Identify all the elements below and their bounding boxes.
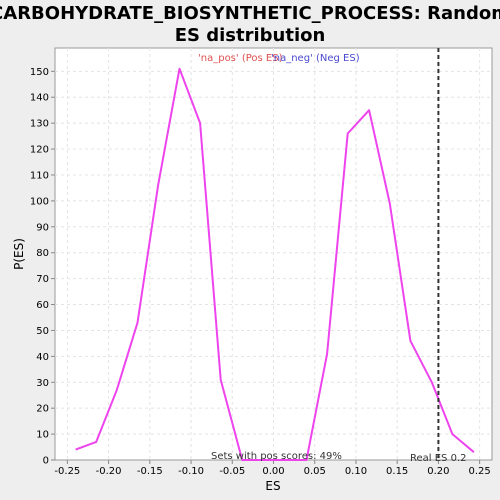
y-tick-label: 150 bbox=[30, 67, 49, 78]
grid bbox=[55, 48, 492, 460]
x-axis-label: ES bbox=[265, 479, 280, 493]
y-tick-label: 10 bbox=[36, 430, 49, 441]
series-layer bbox=[75, 67, 475, 461]
chart-title-line-1: CARBOHYDRATE_BIOSYNTHETIC_PROCESS: Rando… bbox=[0, 3, 500, 24]
x-tick-label: 0.20 bbox=[427, 466, 449, 477]
y-tick-label: 110 bbox=[30, 170, 49, 181]
real-es-label: Real ES 0.2 bbox=[410, 453, 466, 464]
y-tick-label: 120 bbox=[30, 145, 49, 156]
y-tick-label: 0 bbox=[43, 456, 49, 467]
legend-pos-label: 'na_pos' (Pos ES) bbox=[198, 53, 283, 64]
chart-title-line-2: ES distribution bbox=[175, 25, 326, 46]
y-tick-label: 60 bbox=[36, 300, 49, 311]
y-tick-label: 80 bbox=[36, 248, 49, 259]
x-tick-label: 0.05 bbox=[304, 466, 326, 477]
y-tick-label: 30 bbox=[36, 378, 49, 389]
x-tick-label: -0.25 bbox=[54, 466, 80, 477]
x-tick-label: -0.15 bbox=[137, 466, 163, 477]
y-tick-label: 70 bbox=[36, 274, 49, 285]
y-tick-label: 90 bbox=[36, 222, 49, 233]
y-tick-label: 100 bbox=[30, 196, 49, 207]
es-distribution-line bbox=[75, 67, 475, 461]
pos-scores-annotation: Sets with pos scores: 49% bbox=[211, 451, 342, 462]
x-tick-label: 0.00 bbox=[262, 466, 284, 477]
y-tick-label: 50 bbox=[36, 326, 49, 337]
axis-ticks: 0 10 20 30 40 50 60 70 80 90 100 110 120 130 140 150 -0.… bbox=[30, 67, 491, 477]
y-tick-label: 130 bbox=[30, 119, 49, 130]
y-axis-label: P(ES) bbox=[12, 238, 26, 270]
legend-neg-label: 'na_neg' (Neg ES) bbox=[271, 53, 360, 64]
x-tick-label: -0.05 bbox=[219, 466, 245, 477]
y-tick-label: 40 bbox=[36, 352, 49, 363]
y-tick-label: 140 bbox=[30, 93, 49, 104]
x-tick-label: 0.15 bbox=[386, 466, 408, 477]
x-tick-label: -0.10 bbox=[178, 466, 204, 477]
x-tick-label: -0.20 bbox=[96, 466, 122, 477]
x-tick-label: 0.25 bbox=[468, 466, 490, 477]
x-tick-label: 0.10 bbox=[345, 466, 367, 477]
y-tick-label: 20 bbox=[36, 404, 49, 415]
